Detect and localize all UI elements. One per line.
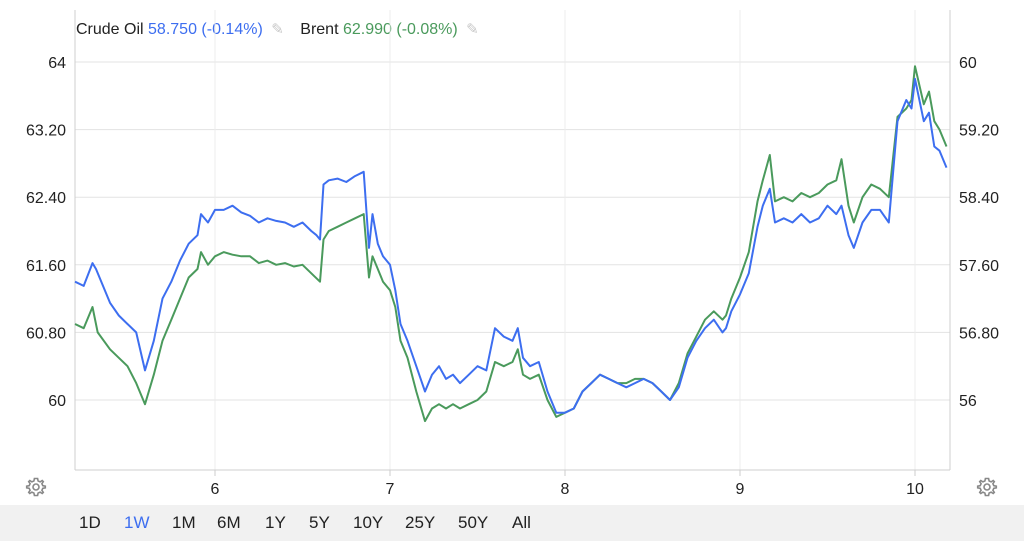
line-chart: 60 60.80 61.60 62.40 63.20 64 56 56.80 57.60 58.4… (26, 10, 999, 498)
range-button-5y[interactable]: 5Y (309, 513, 330, 532)
range-button-1m[interactable]: 1M (172, 513, 196, 532)
x-tick-label: 7 (386, 481, 395, 498)
legend-crude-name: Crude Oil (76, 21, 144, 38)
pencil-icon[interactable]: ✎ (466, 21, 479, 38)
x-tick-label: 6 (211, 481, 220, 498)
y-tick-label-right: 60 (959, 55, 977, 72)
y-tick-label-right: 56.80 (959, 325, 999, 342)
legend-crude-value: 58.750 (148, 21, 197, 38)
pencil-icon[interactable]: ✎ (271, 21, 284, 38)
y-tick-label-left: 61.60 (26, 258, 66, 275)
range-button-1w[interactable]: 1W (124, 513, 150, 532)
series-line-crude-oil (74, 77, 948, 414)
x-tick-label: 10 (906, 481, 924, 498)
y-tick-label-left: 60.80 (26, 325, 66, 342)
range-selector: 1D 1W 1M 6M 1Y 5Y 10Y 25Y 50Y All (0, 505, 1024, 541)
range-button-25y[interactable]: 25Y (405, 513, 436, 532)
legend-brent-change: (-0.08%) (396, 21, 458, 38)
range-button-all[interactable]: All (512, 513, 531, 532)
legend-item-crude-oil[interactable]: Crude Oil 58.750 (-0.14%) ✎ (76, 20, 284, 39)
gear-icon[interactable] (976, 476, 998, 498)
y-tick-label-left: 64 (48, 55, 66, 72)
y-tick-label-left: 62.40 (26, 190, 66, 207)
y-tick-label-left: 63.20 (26, 123, 66, 140)
range-button-10y[interactable]: 10Y (353, 513, 384, 532)
y-tick-label-right: 56 (959, 393, 977, 410)
range-button-1d[interactable]: 1D (79, 513, 101, 532)
series-line-brent (74, 65, 948, 423)
gear-icon[interactable] (25, 476, 47, 498)
y-tick-label-left: 60 (48, 393, 66, 410)
range-button-1y[interactable]: 1Y (265, 513, 286, 532)
range-button-50y[interactable]: 50Y (458, 513, 489, 532)
y-tick-label-right: 57.60 (959, 258, 999, 275)
y-tick-label-right: 58.40 (959, 190, 999, 207)
range-button-6m[interactable]: 6M (217, 513, 241, 532)
x-tick-label: 9 (736, 481, 745, 498)
legend-brent-value: 62.990 (342, 21, 392, 38)
chart-legend: Crude Oil 58.750 (-0.14%) ✎ Brent 62.990… (76, 20, 491, 39)
legend-item-brent[interactable]: Brent 62.990 (-0.08%) ✎ (300, 20, 478, 39)
legend-crude-change: (-0.14%) (201, 21, 263, 38)
legend-brent-name: Brent (300, 21, 339, 38)
x-tick-label: 8 (561, 481, 570, 498)
y-tick-label-right: 59.20 (959, 123, 999, 140)
